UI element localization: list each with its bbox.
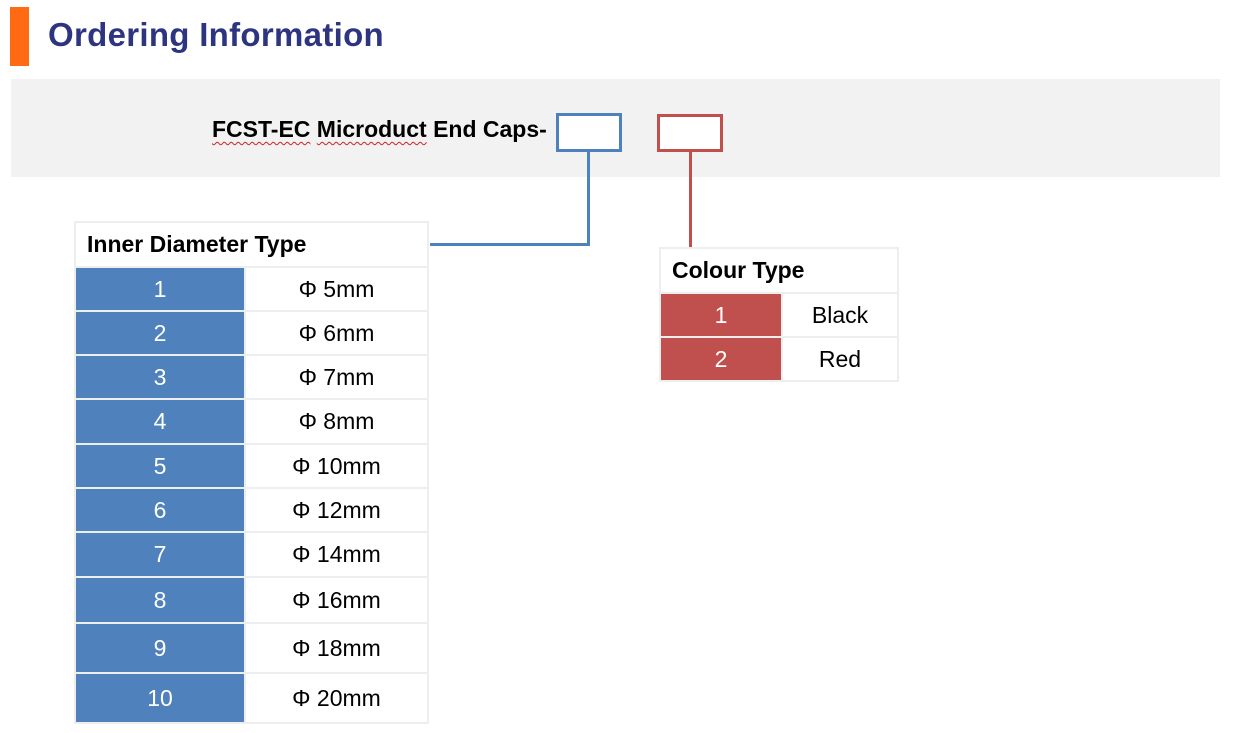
table-title: Colour Type	[659, 247, 899, 294]
value-cell: Φ 20mm	[244, 672, 429, 724]
value-cell: Φ 7mm	[244, 354, 429, 400]
code-part: Microduct	[316, 116, 427, 142]
value-cell: Φ 16mm	[244, 576, 429, 624]
connector-line	[587, 151, 590, 246]
connector-line	[689, 151, 692, 248]
table-row: 2 Red	[659, 336, 899, 382]
code-cell: 6	[74, 487, 246, 533]
value-cell: Red	[781, 336, 899, 382]
value-cell: Φ 18mm	[244, 622, 429, 674]
value-cell: Φ 8mm	[244, 398, 429, 445]
heading-accent-bar	[10, 7, 29, 66]
code-cell: 10	[74, 672, 246, 724]
table-row: 1 Black	[659, 292, 899, 338]
code-cell: 8	[74, 576, 246, 624]
code-part: FCST-EC	[212, 116, 311, 142]
value-cell: Φ 12mm	[244, 487, 429, 533]
table-title: Inner Diameter Type	[74, 221, 429, 268]
code-cell: 2	[74, 310, 246, 356]
connector-line	[430, 243, 590, 246]
product-code: FCST-EC Microduct End Caps-	[212, 116, 547, 143]
code-cell: 4	[74, 398, 246, 445]
code-cell: 1	[74, 266, 246, 312]
value-cell: Φ 5mm	[244, 266, 429, 312]
code-cell: 5	[74, 443, 246, 489]
table-row: 10 Φ 20mm	[74, 672, 429, 724]
colour-type-table: Colour Type 1 Black 2 Red	[659, 247, 899, 382]
diameter-code-box	[556, 113, 622, 152]
code-cell: 3	[74, 354, 246, 400]
value-cell: Φ 10mm	[244, 443, 429, 489]
value-cell: Φ 6mm	[244, 310, 429, 356]
value-cell: Black	[781, 292, 899, 338]
code-part: End Caps-	[433, 116, 547, 142]
code-cell: 9	[74, 622, 246, 674]
code-cell: 7	[74, 531, 246, 578]
colour-code-box	[657, 114, 723, 152]
code-cell: 2	[659, 336, 783, 382]
page-title: Ordering Information	[48, 16, 384, 53]
value-cell: Φ 14mm	[244, 531, 429, 578]
code-cell: 1	[659, 292, 783, 338]
